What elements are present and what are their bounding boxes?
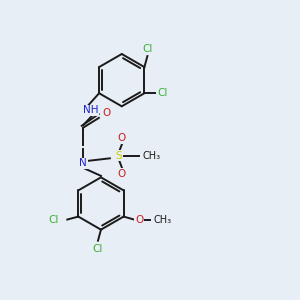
Text: NH: NH (83, 106, 99, 116)
Text: O: O (118, 133, 126, 143)
Text: O: O (118, 169, 126, 179)
Text: Cl: Cl (157, 88, 167, 98)
Text: CH₃: CH₃ (154, 214, 172, 224)
Text: Cl: Cl (142, 44, 153, 54)
Text: Cl: Cl (93, 244, 103, 254)
Text: CH₃: CH₃ (142, 151, 161, 161)
Text: S: S (116, 151, 122, 161)
Text: Cl: Cl (48, 214, 58, 224)
Text: O: O (102, 108, 110, 118)
Text: N: N (79, 158, 87, 168)
Text: O: O (135, 214, 143, 224)
